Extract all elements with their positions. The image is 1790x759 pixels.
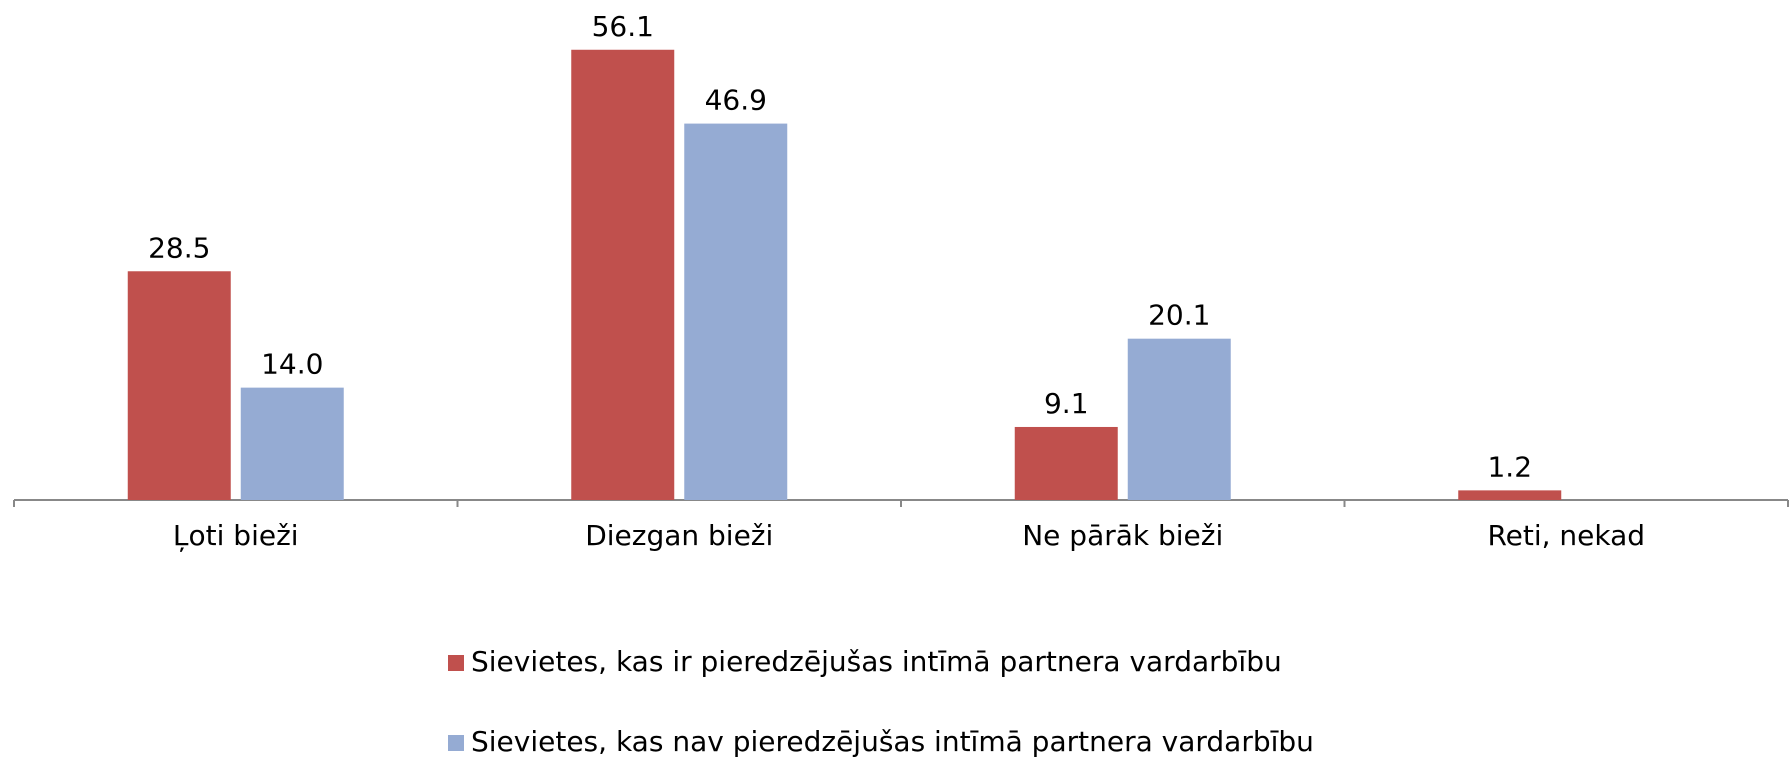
value-label: 20.1 <box>1148 299 1210 332</box>
x-tick-label: Ļoti bieži <box>173 519 299 552</box>
value-label: 1.2 <box>1487 450 1532 483</box>
bar <box>1458 490 1562 500</box>
legend-label: Sievietes, kas nav pieredzējušas intīmā … <box>471 725 1314 758</box>
bar <box>240 387 344 500</box>
value-label: 56.1 <box>592 10 654 43</box>
bar <box>127 271 231 500</box>
legend-marker <box>448 735 464 751</box>
legend-marker <box>448 655 464 671</box>
legend-label: Sievietes, kas ir pieredzējušas intīmā p… <box>471 645 1282 678</box>
x-tick-label: Ne pārāk bieži <box>1022 519 1223 552</box>
value-label: 9.1 <box>1044 387 1089 420</box>
value-label: 28.5 <box>148 231 210 264</box>
x-tick-label: Diezgan bieži <box>585 519 773 552</box>
bar <box>571 49 675 501</box>
bar <box>1014 426 1118 500</box>
bar <box>1127 338 1231 500</box>
value-label: 14.0 <box>261 348 323 381</box>
bar <box>684 123 788 500</box>
x-tick-label: Reti, nekad <box>1487 519 1645 552</box>
value-label: 46.9 <box>705 84 767 117</box>
